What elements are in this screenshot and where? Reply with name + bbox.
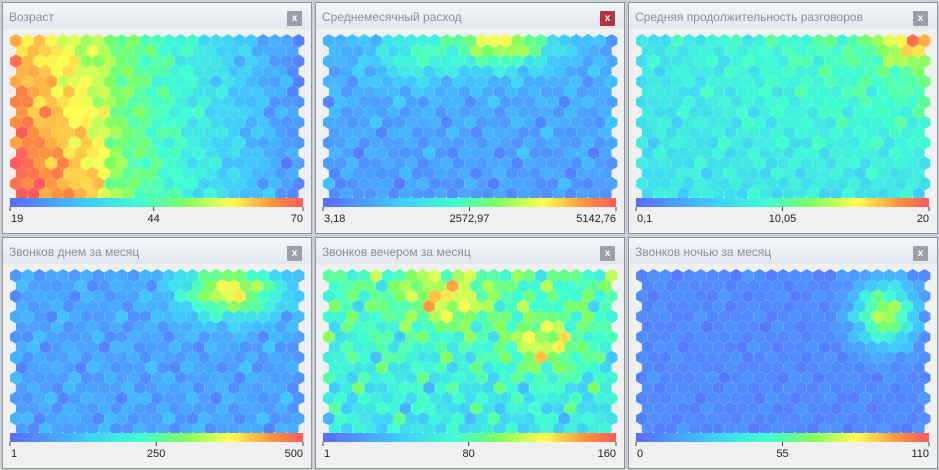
title-bar: [316, 238, 624, 264]
panel-title: Звонков ночью за месяц: [635, 245, 771, 259]
close-button[interactable]: x: [600, 246, 615, 261]
panel-title: Звонков днем за месяц: [9, 245, 139, 259]
scale-label: 250: [147, 448, 165, 460]
close-label: x: [918, 248, 924, 259]
scale-label: 44: [148, 213, 160, 225]
close-label: x: [292, 13, 298, 24]
color-bar: [636, 433, 929, 442]
panel-title: Возраст: [9, 10, 54, 24]
close-button-bg: [913, 246, 928, 261]
close-label: x: [918, 13, 924, 24]
som-map: [322, 268, 618, 436]
scale-label: 3,18: [324, 213, 345, 225]
title-bar: [3, 238, 311, 264]
panel: Возраст x 19 44 70: [2, 2, 312, 234]
scale-label: 80: [462, 448, 474, 460]
close-label: x: [605, 248, 611, 259]
close-button[interactable]: x: [287, 11, 302, 26]
scale-label: 5142,76: [576, 213, 616, 225]
scale-label: 19: [11, 213, 23, 225]
close-button-bg: [913, 11, 928, 26]
close-button[interactable]: x: [287, 246, 302, 261]
panel-title: Среднемесячный расход: [322, 10, 462, 24]
som-map: [635, 268, 931, 436]
title-bar: [629, 238, 937, 264]
som-map: [9, 268, 305, 436]
panel: Среднемесячный расход x 3,18 2572,97 5142,76: [315, 2, 625, 234]
scale-label: 160: [598, 448, 616, 460]
close-button[interactable]: x: [913, 11, 928, 26]
panel-title: Звонков вечером за месяц: [322, 245, 471, 259]
panel: Средняя продолжительность разговоров x 0,1…: [628, 2, 938, 234]
panel: Звонков днем за месяц x 1 250 500: [2, 237, 312, 469]
title-bar: [316, 3, 624, 29]
scale-label: 0: [637, 448, 643, 460]
som-map: [9, 33, 305, 201]
title-bar: [3, 3, 311, 29]
close-button-bg: [287, 11, 302, 26]
scale-label: 2572,97: [450, 213, 490, 225]
scale-label: 20: [917, 213, 929, 225]
close-button[interactable]: x: [600, 11, 615, 26]
close-button-bg: [600, 246, 615, 261]
som-map: [635, 33, 931, 201]
scale-label: 70: [291, 213, 303, 225]
close-label: x: [292, 248, 298, 259]
scale-label: 55: [776, 448, 788, 460]
scale-label: 10,05: [769, 213, 797, 225]
close-button-bg: [600, 11, 615, 26]
close-button[interactable]: x: [913, 246, 928, 261]
scale-label: 1: [324, 448, 330, 460]
panel-title: Средняя продолжительность разговоров: [635, 10, 863, 24]
scale-label: 500: [285, 448, 303, 460]
close-button-bg: [287, 246, 302, 261]
color-bar: [10, 433, 303, 442]
panel: Звонков ночью за месяц x 0 55 110: [628, 237, 938, 469]
scale-label: 110: [911, 448, 929, 460]
close-label: x: [605, 13, 611, 24]
color-bar: [323, 433, 616, 442]
title-bar: [629, 3, 937, 29]
scale-label: 0,1: [637, 213, 652, 225]
panel: Звонков вечером за месяц x 1 80 160: [315, 237, 625, 469]
som-map: [322, 33, 618, 201]
color-bar: [10, 198, 303, 207]
color-bar: [636, 198, 929, 207]
scale-label: 1: [11, 448, 17, 460]
color-bar: [323, 198, 616, 207]
